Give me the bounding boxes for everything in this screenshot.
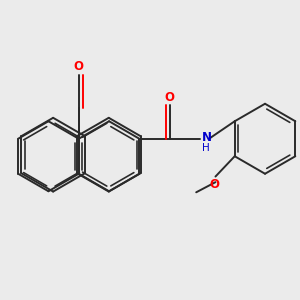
Text: N: N (202, 131, 212, 144)
Text: O: O (74, 60, 84, 73)
Text: O: O (209, 178, 219, 191)
Text: O: O (165, 91, 175, 103)
Text: H: H (202, 143, 210, 153)
